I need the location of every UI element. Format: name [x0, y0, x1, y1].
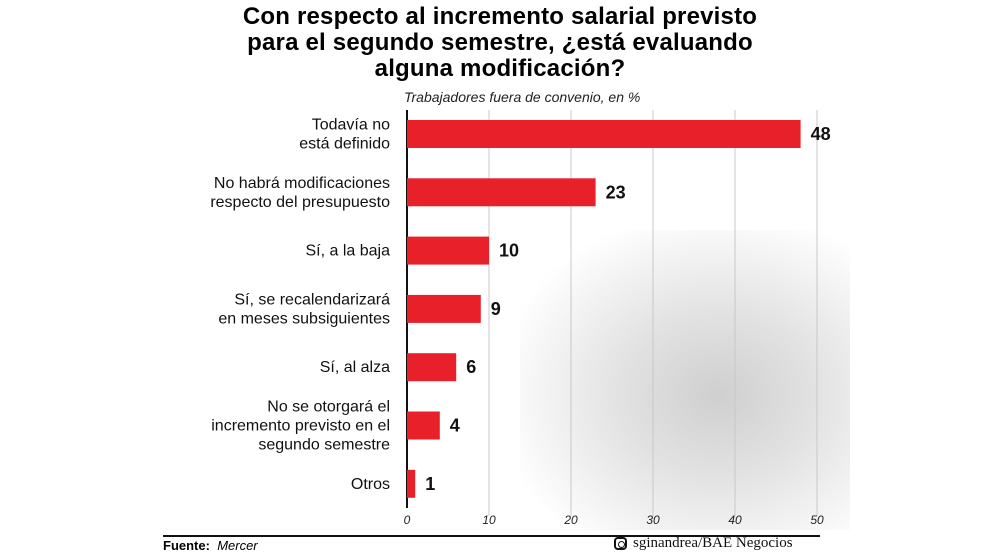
bar — [407, 178, 596, 207]
category-label: está definido — [299, 136, 390, 153]
title-line: Con respecto al incremento salarial prev… — [242, 3, 758, 30]
tick-label: 50 — [810, 513, 824, 527]
category-label: No habrá modificaciones — [214, 175, 390, 192]
bar — [407, 120, 801, 148]
category-label: segundo semestre — [258, 437, 390, 454]
instagram-icon — [614, 537, 627, 550]
title-line: alguna modificación? — [374, 55, 626, 82]
source: Fuente: Mercer — [163, 538, 258, 553]
tick-label: 0 — [404, 513, 411, 527]
category-label: Otros — [351, 476, 390, 493]
bar — [407, 236, 489, 265]
credit: sginandrea/BAE Negocios — [614, 535, 793, 552]
tick-label: 40 — [728, 513, 742, 527]
source-label: Fuente: — [163, 538, 210, 553]
calculator-background-photo — [520, 230, 850, 530]
category-label: Sí, se recalendarizará — [234, 291, 390, 308]
source-value: Mercer — [217, 538, 258, 553]
category-label: Todavía no — [312, 117, 390, 134]
bar — [407, 469, 416, 498]
category-label: No se otorgará el — [267, 399, 390, 416]
data-label: 9 — [491, 299, 501, 319]
tick-label: 30 — [646, 513, 660, 527]
category-label: respecto del presupuesto — [210, 194, 390, 211]
footer-rule — [163, 535, 820, 537]
tick-label: 20 — [563, 513, 578, 527]
bar — [407, 353, 457, 382]
category-label: incremento previsto en el — [211, 418, 390, 435]
data-label: 6 — [466, 357, 476, 377]
data-label: 23 — [606, 182, 626, 202]
bar — [407, 294, 481, 323]
category-label: en meses subsiguientes — [218, 310, 390, 327]
category-label: Sí, a la baja — [306, 243, 391, 260]
bar — [407, 411, 440, 440]
chart-title: Con respecto al incremento salarial prev… — [160, 4, 840, 82]
credit-text: sginandrea/BAE Negocios — [633, 535, 793, 551]
data-label: 10 — [499, 241, 519, 261]
data-label: 4 — [450, 416, 460, 436]
data-label: 1 — [425, 474, 435, 494]
title-line: para el segundo semestre, ¿está evaluand… — [247, 29, 753, 56]
chart-subtitle: Trabajadores fuera de convenio, en % — [404, 89, 641, 105]
category-label: Sí, al alza — [320, 359, 390, 376]
data-label: 48 — [811, 124, 831, 144]
tick-label: 10 — [482, 513, 496, 527]
